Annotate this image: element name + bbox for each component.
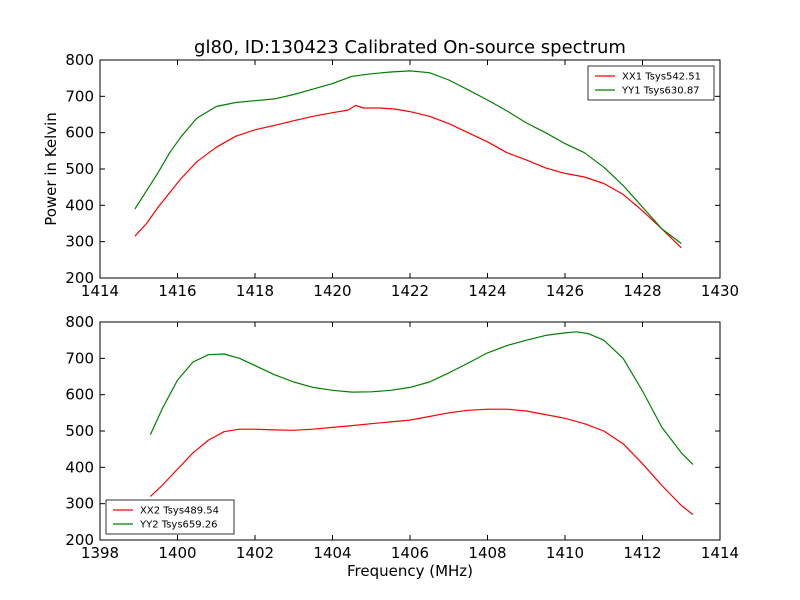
x-tick-label: 1400 bbox=[158, 544, 196, 562]
x-tick-label: 1420 bbox=[313, 282, 351, 300]
y-tick-label: 300 bbox=[65, 495, 94, 513]
legend-box bbox=[587, 65, 715, 101]
x-tick-label: 1414 bbox=[701, 544, 739, 562]
y-tick-label: 800 bbox=[65, 313, 94, 331]
y-tick-label: 300 bbox=[65, 233, 94, 251]
y-tick-label: 800 bbox=[65, 51, 94, 69]
x-tick-label: 1398 bbox=[81, 544, 119, 562]
series-line-1 bbox=[149, 331, 694, 465]
x-tick-label: 1408 bbox=[468, 544, 506, 562]
x-tick-label: 1416 bbox=[158, 282, 196, 300]
y-tick-label: 500 bbox=[65, 422, 94, 440]
bottom-subplot: Frequency (MHz) 1398 1400 1402 1404 1406 1408… bbox=[65, 313, 739, 580]
y-tick-label: 500 bbox=[65, 160, 94, 178]
x-axis-label: Frequency (MHz) bbox=[347, 562, 473, 580]
x-tick-label: 1406 bbox=[391, 544, 429, 562]
y-tick-label: 700 bbox=[65, 87, 94, 105]
y-tick-label: 200 bbox=[65, 269, 94, 287]
x-tick-label: 1422 bbox=[391, 282, 429, 300]
top-subplot: gl80, ID:130423 Calibrated On-source spe… bbox=[42, 37, 739, 300]
x-tick-label: 1410 bbox=[546, 544, 584, 562]
y-axis-label: Power in Kelvin bbox=[42, 112, 60, 226]
x-tick-label: 1414 bbox=[81, 282, 119, 300]
legend-entry-1: YY1 Tsys630.87 bbox=[621, 86, 700, 97]
y-tick-label: 700 bbox=[65, 349, 94, 367]
x-tick-label: 1426 bbox=[546, 282, 584, 300]
series-line-0 bbox=[134, 104, 682, 249]
x-tick-label: 1418 bbox=[236, 282, 274, 300]
x-tick-label: 1428 bbox=[623, 282, 661, 300]
x-tick-label: 1402 bbox=[236, 544, 274, 562]
series-line-0 bbox=[149, 408, 694, 516]
y-tick-label: 400 bbox=[65, 458, 94, 476]
y-tick-label: 200 bbox=[65, 531, 94, 549]
y-tick-label: 600 bbox=[65, 386, 94, 404]
legend-entry-1: YY2 Tsys659.26 bbox=[139, 520, 218, 531]
x-tick-label: 1404 bbox=[313, 544, 351, 562]
x-tick-label: 1412 bbox=[623, 544, 661, 562]
y-tick-label: 600 bbox=[65, 124, 94, 142]
legend-box bbox=[105, 499, 235, 535]
legend-entry-0: XX2 Tsys489.54 bbox=[140, 506, 219, 517]
series-line-1 bbox=[134, 70, 682, 244]
x-tick-label: 1424 bbox=[468, 282, 506, 300]
x-tick-label: 1430 bbox=[701, 282, 739, 300]
chart-title: gl80, ID:130423 Calibrated On-source spe… bbox=[194, 37, 626, 58]
legend-entry-0: XX1 Tsys542.51 bbox=[622, 72, 701, 83]
y-tick-label: 400 bbox=[65, 196, 94, 214]
